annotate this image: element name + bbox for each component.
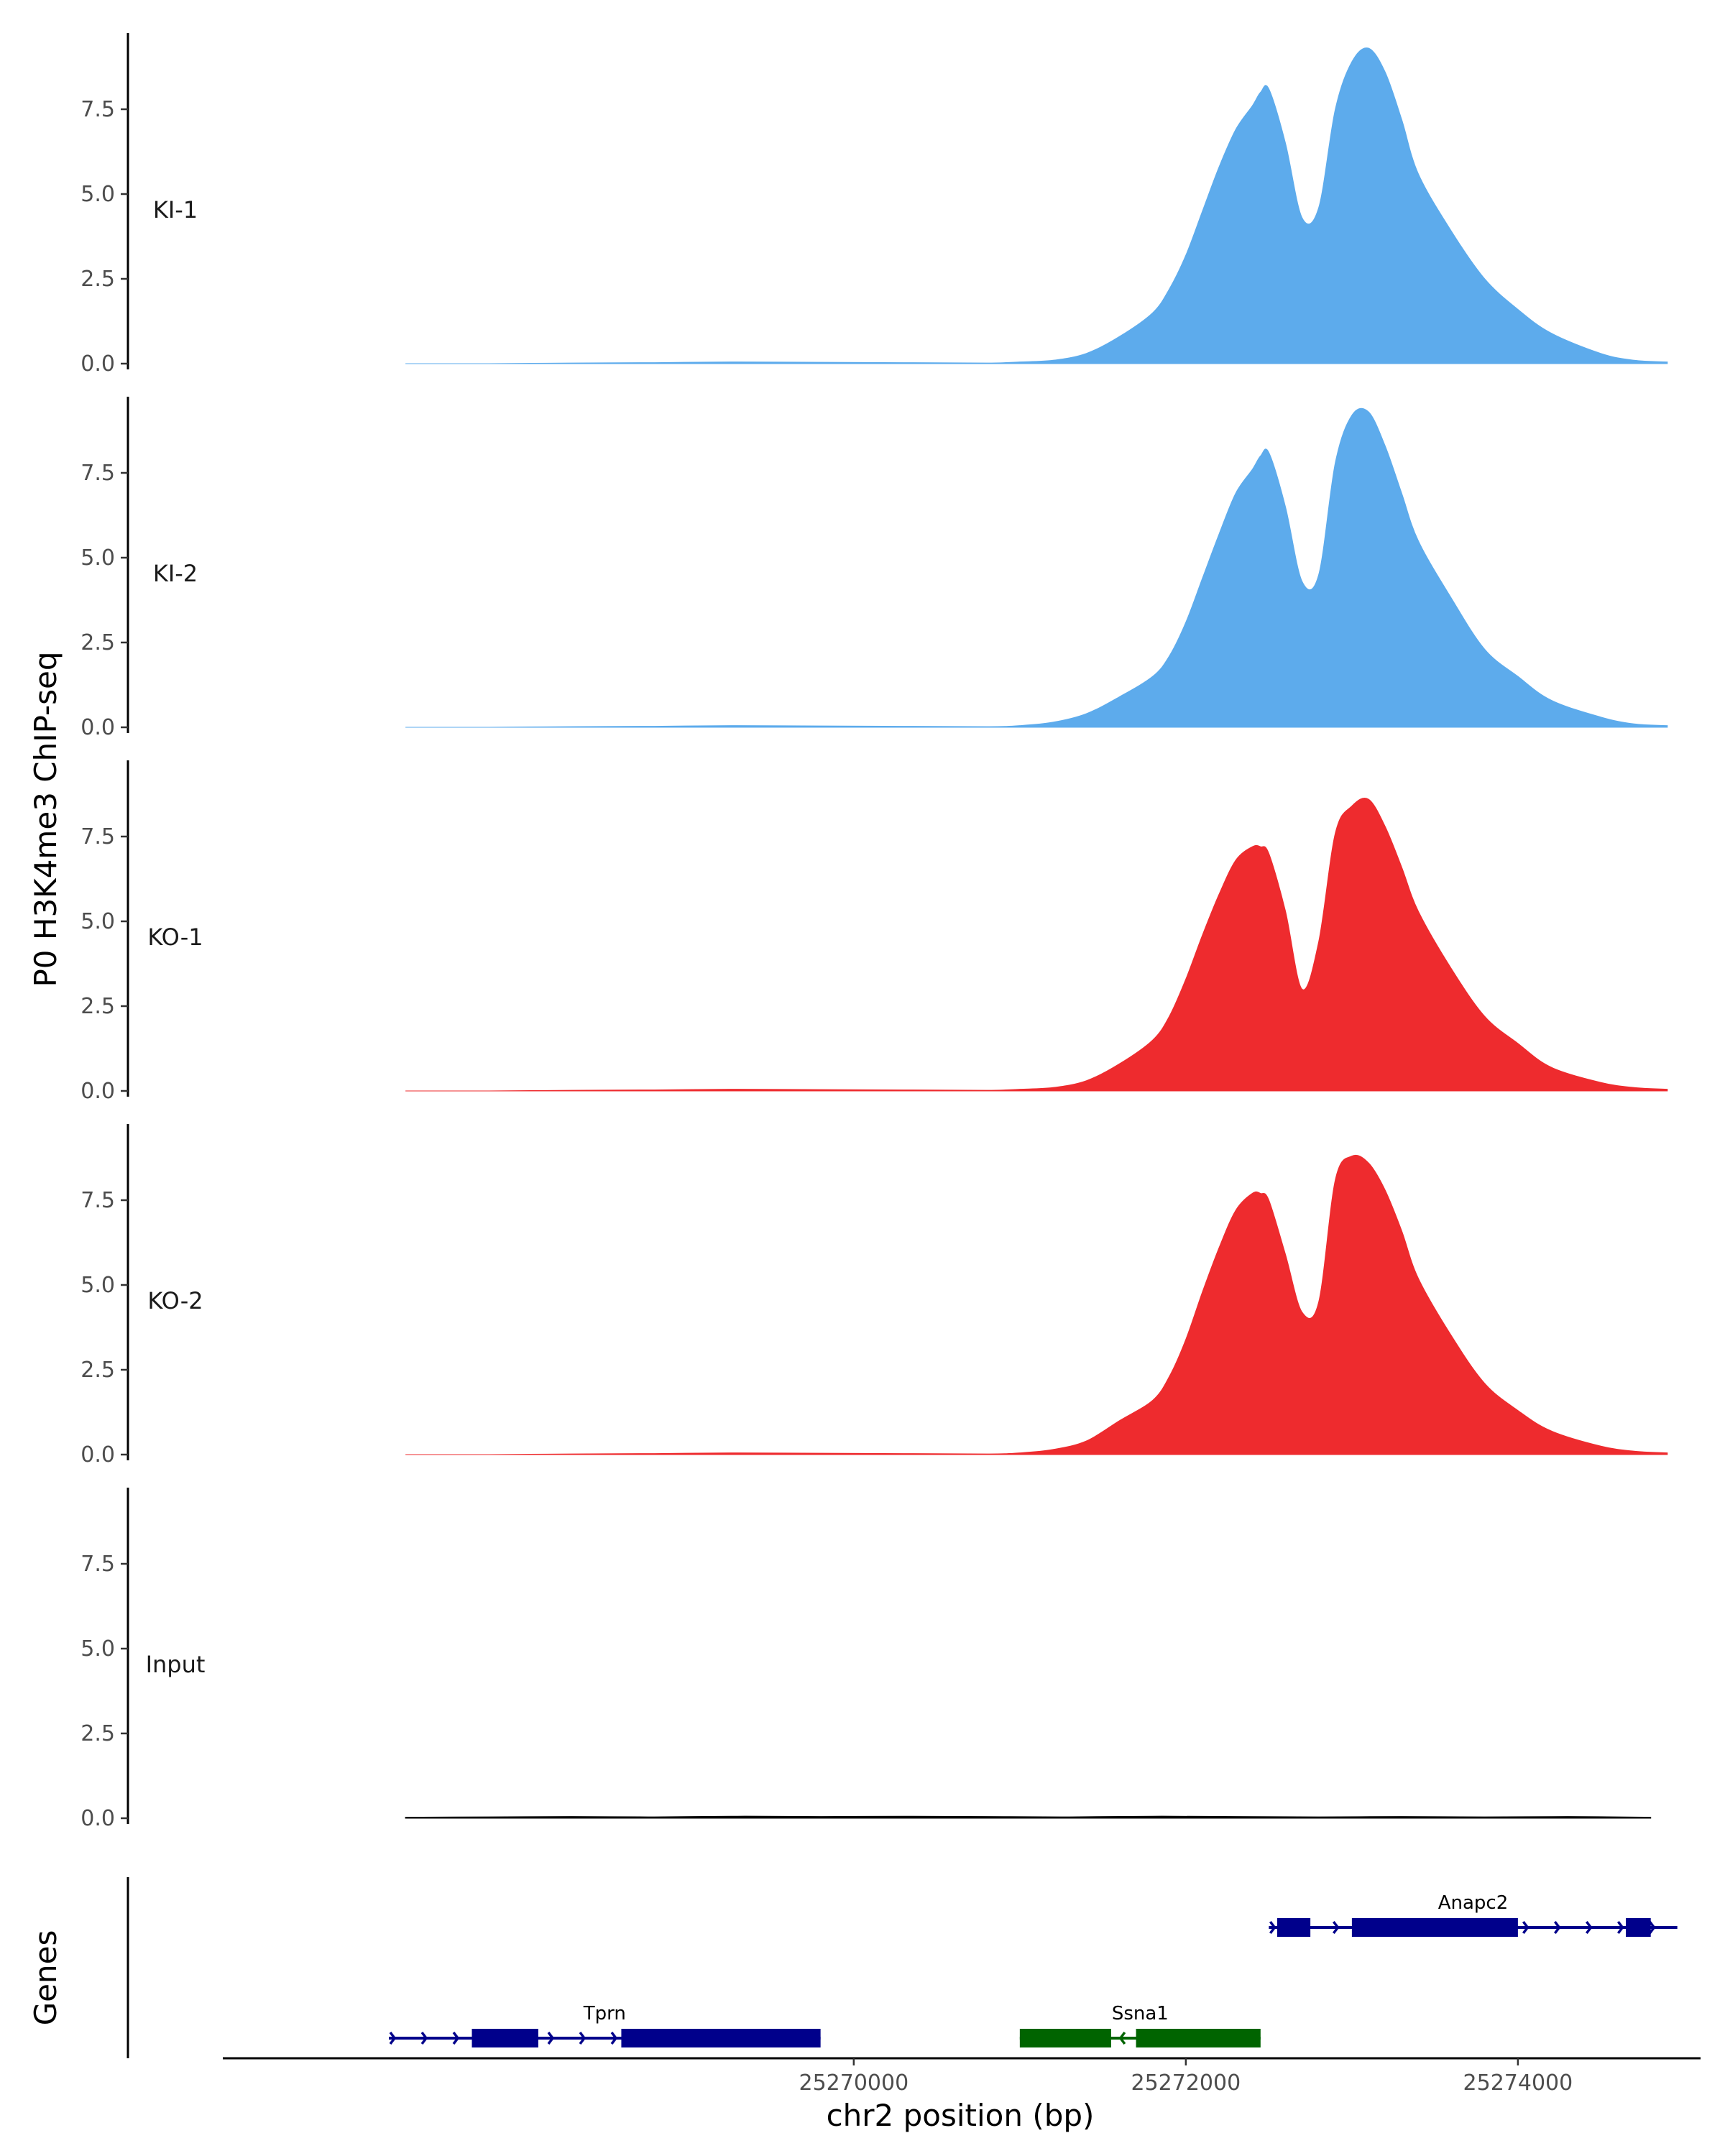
y-tick-label: 0.0 bbox=[80, 351, 115, 377]
strand-arrow bbox=[579, 2031, 586, 2045]
gene-exon bbox=[1276, 1918, 1311, 1937]
gene-anapc2: Anapc2 bbox=[1269, 1892, 1678, 1937]
track-label: KO-2 bbox=[147, 1287, 203, 1314]
area-ki-2 bbox=[405, 407, 1668, 728]
gene-exon bbox=[472, 2029, 538, 2047]
genes-axis-title: Genes bbox=[28, 1930, 63, 2026]
gene-label: Ssna1 bbox=[1112, 2003, 1169, 2024]
area-ko-2 bbox=[405, 1154, 1668, 1455]
area-ki-1 bbox=[405, 47, 1668, 364]
gene-exon bbox=[621, 2029, 821, 2047]
y-tick-label: 7.5 bbox=[80, 461, 115, 486]
gene-exon bbox=[1136, 2029, 1261, 2047]
track-label: KI-2 bbox=[153, 560, 198, 587]
y-tick-label: 5.0 bbox=[80, 1636, 115, 1662]
strand-arrow bbox=[547, 2031, 555, 2045]
y-tick-label: 2.5 bbox=[80, 630, 115, 655]
track-ki-2: 0.0 2.5 5.0 7.5 KI-2 bbox=[80, 397, 1668, 740]
strand-arrow bbox=[1585, 1920, 1593, 1935]
strand-arrow bbox=[1522, 1920, 1530, 1935]
strand-arrow bbox=[610, 2031, 618, 2045]
x-axis: 25270000 25272000 25274000 bbox=[223, 2057, 1701, 2096]
gene-label: Anapc2 bbox=[1438, 1892, 1509, 1914]
y-tick-label: 5.0 bbox=[80, 1273, 115, 1298]
y-tick-label: 7.5 bbox=[80, 97, 115, 122]
y-tick-label: 0.0 bbox=[80, 715, 115, 740]
track-label: Input bbox=[146, 1651, 206, 1678]
y-tick-label: 0.0 bbox=[80, 1806, 115, 1831]
gene-exon bbox=[1626, 1918, 1651, 1937]
gene-ssna1: Ssna1 bbox=[1019, 2003, 1261, 2047]
y-tick-label: 5.0 bbox=[80, 182, 115, 207]
gene-exon bbox=[1351, 1918, 1518, 1937]
genes-panel: Tprn Ssna1 Anapc2 bbox=[126, 1877, 1678, 2058]
x-tick-label: 25274000 bbox=[1463, 2070, 1573, 2096]
strand-arrow bbox=[1616, 1920, 1624, 1935]
y-tick-label: 0.0 bbox=[80, 1442, 115, 1468]
strand-arrow bbox=[1553, 1920, 1561, 1935]
y-tick-label: 0.0 bbox=[80, 1079, 115, 1104]
track-ki-1: 0.0 2.5 5.0 7.5 KI-1 bbox=[80, 33, 1668, 377]
gene-tprn: Tprn bbox=[389, 2003, 821, 2047]
tracks-panel: 0.0 2.5 5.0 7.5 KI-1 0.0 2.5 5.0 7.5 KI-2 0.0 2.5 5.… bbox=[80, 33, 1668, 1831]
strand-arrow bbox=[1648, 1920, 1656, 1935]
y-tick-label: 2.5 bbox=[80, 1358, 115, 1383]
track-input: 0.0 2.5 5.0 7.5 Input bbox=[80, 1488, 1652, 1831]
y-tick-label: 5.0 bbox=[80, 909, 115, 934]
strand-arrow bbox=[1269, 1920, 1276, 1935]
track-label: KO-1 bbox=[147, 923, 203, 951]
area-input bbox=[405, 1815, 1652, 1819]
track-label: KI-1 bbox=[153, 196, 198, 224]
y-tick-label: 7.5 bbox=[80, 1188, 115, 1213]
y-tick-label: 7.5 bbox=[80, 824, 115, 849]
y-tick-label: 5.0 bbox=[80, 545, 115, 571]
gene-exon bbox=[1019, 2029, 1111, 2047]
x-tick-label: 25272000 bbox=[1131, 2070, 1241, 2096]
y-tick-label: 2.5 bbox=[80, 994, 115, 1019]
strand-arrow bbox=[420, 2031, 428, 2045]
track-ko-1: 0.0 2.5 5.0 7.5 KO-1 bbox=[80, 760, 1668, 1104]
strand-arrow bbox=[452, 2031, 460, 2045]
y-tick-label: 2.5 bbox=[80, 267, 115, 292]
y-tick-label: 7.5 bbox=[80, 1552, 115, 1577]
strand-arrow bbox=[389, 2031, 397, 2045]
gene-label: Tprn bbox=[583, 2003, 626, 2024]
y-tick-label: 2.5 bbox=[80, 1721, 115, 1746]
y-axis-title: P0 H3K4me3 ChIP-seq bbox=[28, 651, 63, 987]
strand-arrow bbox=[1118, 2031, 1126, 2045]
x-axis-title: chr2 position (bp) bbox=[827, 2098, 1095, 2133]
track-ko-2: 0.0 2.5 5.0 7.5 KO-2 bbox=[80, 1124, 1668, 1468]
area-ko-1 bbox=[405, 797, 1668, 1092]
strand-arrow bbox=[1332, 1920, 1340, 1935]
x-tick-label: 25270000 bbox=[799, 2070, 908, 2096]
